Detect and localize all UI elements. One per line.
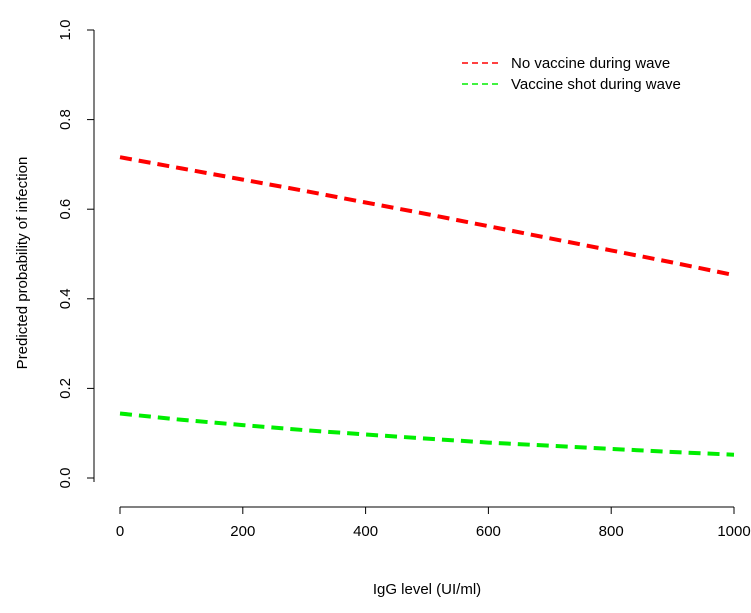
series-line-vaccine-shot	[119, 411, 735, 457]
x-tick-label: 1000	[717, 523, 750, 540]
y-axis-title: Predicted probability of infection	[14, 157, 31, 370]
y-tick-label: 0.6	[57, 199, 74, 220]
y-tick-label: 0.8	[57, 109, 74, 130]
y-tick-label: 1.0	[57, 20, 74, 41]
y-tick-label: 0.0	[57, 468, 74, 489]
x-axis: 0 200 400 600 800 1000	[116, 506, 751, 540]
legend-label-vaccine-shot: Vaccine shot during wave	[511, 76, 681, 93]
legend: No vaccine during wave Vaccine shot duri…	[462, 55, 681, 93]
y-tick-label: 0.2	[57, 378, 74, 399]
x-tick-label: 400	[353, 523, 378, 540]
x-axis-title: IgG level (UI/ml)	[373, 581, 481, 598]
series-layer	[119, 155, 735, 457]
series-line-no-vaccine	[119, 155, 735, 278]
x-tick-label: 600	[476, 523, 501, 540]
x-tick-label: 0	[116, 523, 124, 540]
y-tick-label: 0.4	[57, 288, 74, 309]
legend-label-no-vaccine: No vaccine during wave	[511, 55, 670, 72]
y-axis: 0.0 0.2 0.4 0.6 0.8 1.0	[57, 20, 95, 489]
x-tick-label: 800	[599, 523, 624, 540]
x-tick-label: 200	[230, 523, 255, 540]
